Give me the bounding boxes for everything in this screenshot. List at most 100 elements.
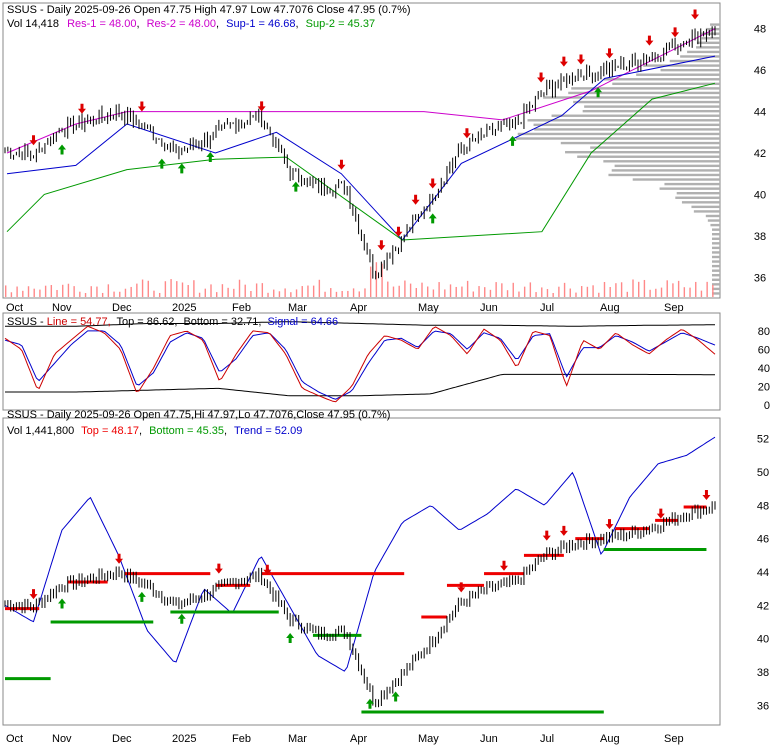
volume-bar [672,283,674,297]
volume-bar [404,280,406,297]
stochastic-legend: SSUS - Line = 54.77, Top = 86.62, Bottom… [7,316,338,328]
trend-x-tick: Jun [480,733,498,745]
line-res [6,28,716,154]
trend-y-tick: 52 [757,434,769,446]
volume-bar [158,292,161,297]
volume-bar [523,286,526,297]
profile-bar [603,160,720,163]
volume-bar [90,286,92,297]
stoch-y-tick: 0 [764,400,770,412]
sell-arrow [29,589,38,600]
band-bottom [5,373,715,397]
volume-bar [301,286,303,297]
profile-bar [560,141,720,145]
price-x-tick: Jul [540,302,554,314]
volume-bar [512,282,514,297]
volume-bar [273,289,275,297]
trend-lines [4,436,716,672]
sell-arrow [377,240,386,251]
volume-bar [267,292,269,297]
profile-bar [712,264,720,268]
profile-bar [712,251,720,254]
volume-bar [10,292,13,297]
profile-bar [710,23,720,26]
profile-bar [571,87,720,90]
sell-arrow [411,194,420,205]
buy-arrow [58,144,67,155]
volume-bar [466,280,469,297]
volume-bar [712,284,714,297]
profile-bar [568,91,720,95]
price-candles [4,26,716,280]
profile-bar [681,201,720,204]
volume-bar [255,283,258,297]
volume-profile [516,23,720,295]
profile-bar [712,228,720,231]
volume-bar [609,286,611,297]
volume-bar [592,285,594,297]
profile-bar [565,150,720,154]
profile-bar [691,205,720,209]
volume-bar [341,290,343,297]
volume-bar [506,290,509,297]
volume-bar [107,284,110,297]
profile-bar [517,132,720,136]
volume-bar [558,286,560,297]
volume-bar [290,292,292,297]
price-legend-line2: Vol 14,418 Res-1 = 48.00, Res-2 = 48.00,… [7,18,375,30]
volume-bar [387,281,389,297]
volume-bar [518,291,520,297]
trend-signal-arrows [29,489,711,709]
buy-arrow [508,135,517,146]
trend-legend-top: Top = 48.17 [81,425,139,437]
price-legend-vol: Vol 14,418 [7,18,59,30]
band-top [5,321,715,327]
profile-bar [590,146,720,149]
sell-arrow [214,563,223,574]
volume-bar [62,284,64,297]
volume-bar [238,279,241,297]
profile-bar [712,283,720,286]
buy-arrow [157,158,166,169]
price-x-tick: 2025 [172,302,196,314]
buy-arrow [291,181,300,192]
sell-arrow [257,101,266,112]
volume-bar [660,287,663,297]
sell-arrow [671,27,680,38]
volume-bar [603,281,606,297]
volume-bar [193,280,195,297]
volume-bar [187,285,189,297]
volume-bar [586,286,589,297]
volume-bar [700,290,703,297]
volume-bar [347,290,349,297]
price-legend-res1: Res-1 = 48.00 [67,18,136,30]
sell-arrow [29,135,38,146]
profile-bar [712,269,720,272]
trend-x-tick: May [418,733,439,745]
trend-legend-bottom: Bottom = 45.35 [149,425,224,437]
trend-x-tick: Oct [6,733,23,745]
buy-arrow [286,633,295,644]
profile-bar [707,219,720,222]
sell-arrow [691,9,700,20]
volume-bar [84,292,87,297]
volume-bar [575,292,577,297]
line-sup-2 [6,82,716,241]
stochastic-lines [4,321,716,403]
profile-bar [712,255,720,259]
volume-bar [210,284,212,297]
trend-y-tick: 42 [757,600,769,612]
trend-candles [4,501,716,708]
stoch-legend-top: Top = 86.62, [117,316,178,328]
volume-bar [141,279,144,297]
volume-bar [307,285,309,297]
profile-bar [680,55,720,58]
profile-bar [614,164,720,168]
volume-bar [204,288,206,297]
price-y-tick: 44 [754,107,766,119]
volume-bar [33,288,35,297]
price-indicator-lines [6,28,716,241]
volume-bar [689,287,691,297]
sell-arrow [457,582,466,593]
